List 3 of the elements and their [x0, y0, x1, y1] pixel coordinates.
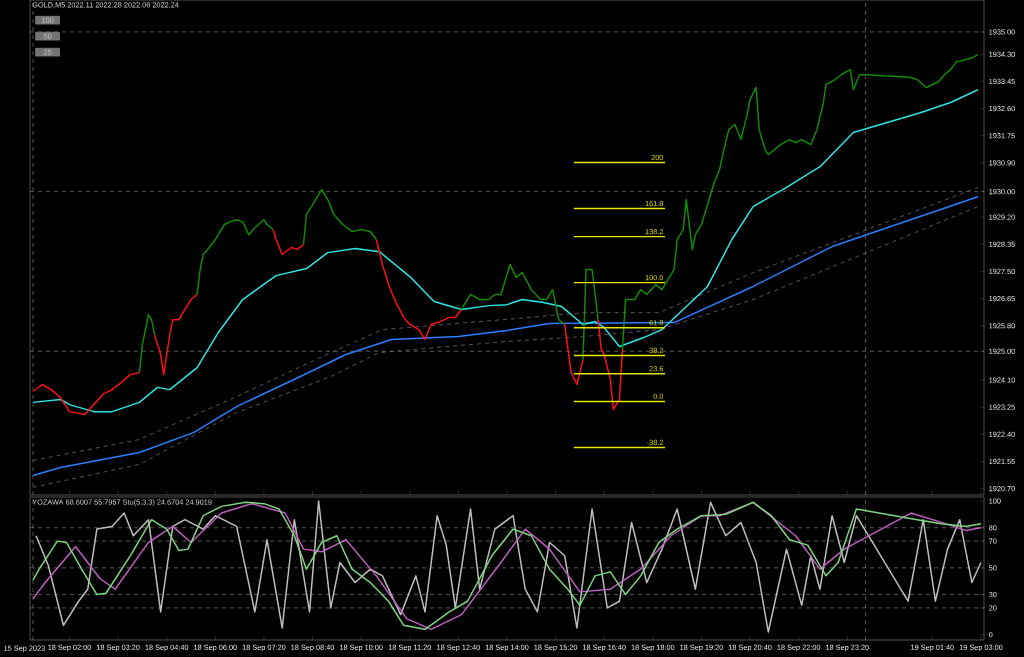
line-series	[563, 323, 584, 386]
line-series	[138, 313, 156, 374]
line-series	[597, 318, 624, 411]
